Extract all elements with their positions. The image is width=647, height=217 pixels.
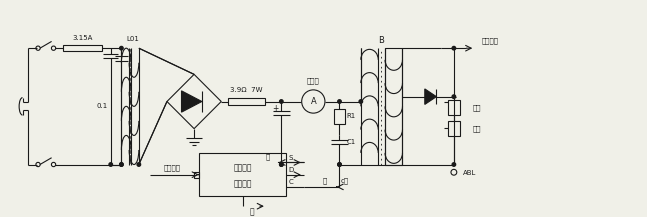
Bar xyxy=(63,45,102,51)
Text: D: D xyxy=(289,167,294,173)
Circle shape xyxy=(280,163,283,166)
Text: C1: C1 xyxy=(347,139,356,145)
Circle shape xyxy=(109,163,113,166)
Text: L01: L01 xyxy=(127,36,140,43)
Circle shape xyxy=(359,100,362,103)
Text: ABL: ABL xyxy=(463,170,476,176)
Bar xyxy=(334,109,345,124)
Text: 0.1: 0.1 xyxy=(96,103,107,109)
Bar xyxy=(194,172,199,178)
Text: 灰: 灰 xyxy=(250,207,254,217)
Text: 3.9Ω  7W: 3.9Ω 7W xyxy=(230,87,263,93)
Text: +: + xyxy=(272,104,279,113)
Circle shape xyxy=(452,46,455,50)
Text: 阳极高压: 阳极高压 xyxy=(481,37,498,44)
Circle shape xyxy=(280,100,283,103)
Circle shape xyxy=(338,163,341,166)
Text: c极: c极 xyxy=(340,178,348,184)
Bar xyxy=(448,100,459,115)
Circle shape xyxy=(452,163,455,166)
Circle shape xyxy=(338,163,341,166)
Polygon shape xyxy=(182,91,202,112)
Text: C: C xyxy=(289,179,293,185)
Circle shape xyxy=(120,163,123,166)
Text: 电源模块: 电源模块 xyxy=(234,164,252,173)
Text: B: B xyxy=(378,36,384,45)
Text: 3.15A: 3.15A xyxy=(72,36,93,41)
Text: A: A xyxy=(311,97,316,106)
Text: 加速: 加速 xyxy=(473,125,481,132)
Bar xyxy=(199,153,286,197)
Circle shape xyxy=(137,163,140,166)
Bar xyxy=(448,121,459,136)
Polygon shape xyxy=(425,89,437,104)
Circle shape xyxy=(338,100,341,103)
Text: S: S xyxy=(289,155,293,161)
Text: 红: 红 xyxy=(323,178,327,184)
Circle shape xyxy=(120,46,123,50)
Text: 电流表: 电流表 xyxy=(307,78,320,84)
Text: R1: R1 xyxy=(347,113,356,119)
Circle shape xyxy=(452,95,455,98)
Circle shape xyxy=(280,163,283,166)
Text: 电压调整: 电压调整 xyxy=(163,165,181,171)
Text: 聚焦: 聚焦 xyxy=(473,104,481,111)
Bar xyxy=(385,48,402,164)
Text: 黑: 黑 xyxy=(266,153,270,160)
Circle shape xyxy=(120,163,123,166)
Text: 开关电源: 开关电源 xyxy=(234,179,252,188)
Bar xyxy=(228,98,265,105)
